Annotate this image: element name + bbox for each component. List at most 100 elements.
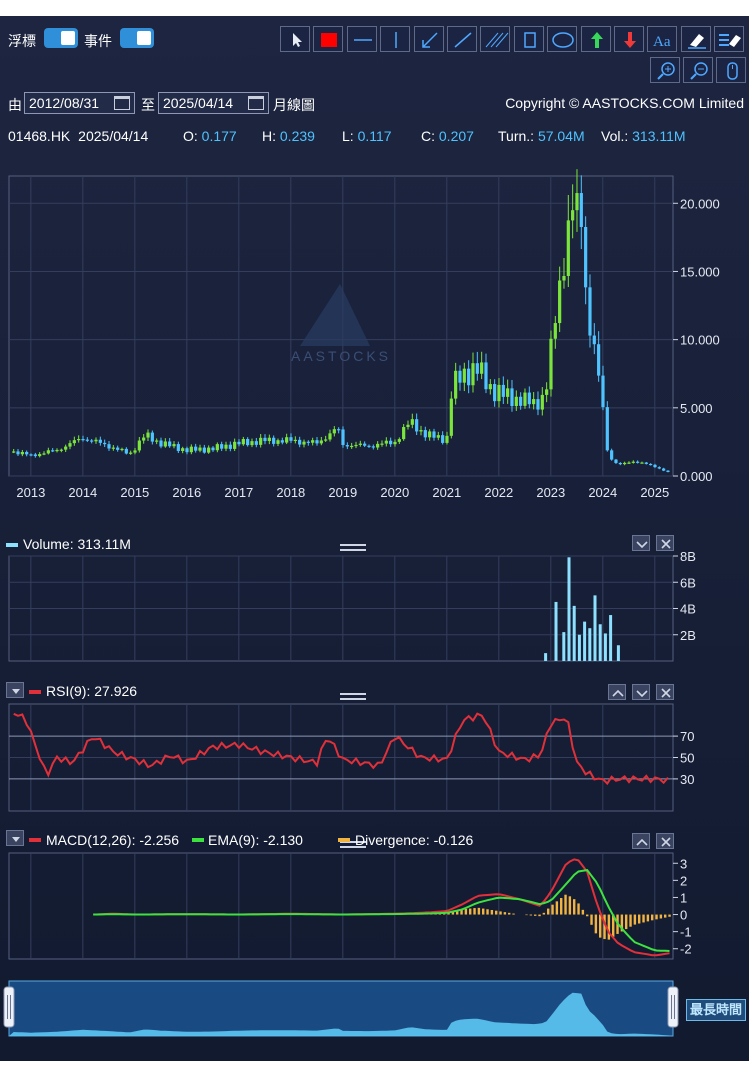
candle-up	[46, 450, 50, 454]
ellipse-tool-button[interactable]	[547, 26, 578, 52]
candle-up	[623, 462, 627, 465]
trend-line-tool-button[interactable]	[447, 26, 477, 52]
ema-legend: EMA(9): -2.130	[208, 832, 303, 848]
x-tick-label: 2017	[224, 485, 253, 500]
horizontal-line-icon	[353, 39, 372, 41]
candle-up	[406, 424, 410, 428]
vertical-line-tool-button[interactable]	[380, 26, 411, 52]
y-tick-label: 10.000	[680, 333, 720, 348]
candle-down	[107, 444, 111, 449]
y-tick-label: -1	[680, 925, 692, 940]
rectangle-tool-button[interactable]	[513, 26, 544, 52]
up-arrow-tool-button[interactable]	[580, 26, 611, 52]
candle-down	[272, 437, 276, 444]
mouse-icon	[727, 62, 738, 80]
to-date-input[interactable]: 2025/04/14	[158, 92, 269, 114]
candle-up	[155, 440, 159, 442]
zoom-out-tool-button[interactable]	[683, 57, 713, 83]
candle-up	[181, 448, 185, 451]
collapse-button[interactable]	[632, 684, 650, 700]
close-panel-button[interactable]	[656, 833, 674, 849]
mouse-tool-button[interactable]	[716, 57, 746, 83]
longest-period-button[interactable]: 最長時間	[686, 999, 746, 1021]
x-tick-label: 2015	[120, 485, 149, 500]
high-value: 0.239	[279, 128, 315, 144]
candle-up	[397, 439, 401, 442]
float-toggle[interactable]	[44, 28, 78, 48]
divergence-bar	[477, 907, 481, 915]
eraser-all-tool-button[interactable]	[714, 26, 745, 52]
divergence-bar	[633, 914, 637, 925]
rsi-menu-button[interactable]	[6, 682, 24, 698]
candle-down	[202, 447, 206, 453]
y-tick-label: 5.000	[680, 401, 713, 416]
volume-legend-swatch	[6, 543, 18, 547]
close-panel-button[interactable]	[656, 535, 674, 551]
candle-up	[215, 444, 219, 451]
candle-up	[553, 323, 557, 339]
macd-series-name: MACD(12,26)	[46, 832, 132, 848]
divergence-bar	[564, 894, 567, 915]
y-tick-label: 70	[680, 729, 694, 744]
horizontal-line-tool-button[interactable]	[346, 26, 377, 52]
candle-down	[441, 435, 445, 443]
calendar-icon[interactable]	[248, 96, 264, 110]
candle-down	[367, 445, 371, 447]
divergence-bar	[603, 914, 606, 940]
from-date-input[interactable]: 2012/08/31	[24, 92, 135, 114]
candle-up	[514, 396, 518, 407]
close-panel-button[interactable]	[656, 684, 674, 700]
down-arrow-tool-button[interactable]	[614, 26, 644, 52]
x-tick-label: 2016	[172, 485, 201, 500]
eraser-tool-button[interactable]	[680, 26, 711, 52]
candle-down	[280, 440, 284, 443]
candle-up	[311, 440, 315, 443]
high-label: H:	[262, 128, 276, 144]
volume-bar	[554, 601, 558, 661]
divergence-bar	[655, 914, 658, 920]
candle-up	[42, 453, 46, 455]
parallel-lines-tool-button[interactable]	[480, 26, 511, 52]
event-toggle[interactable]	[120, 28, 154, 48]
candle-up	[55, 449, 59, 452]
candle-up	[250, 441, 254, 446]
candle-down	[584, 227, 588, 288]
candle-down	[458, 370, 462, 383]
pointer-tool-button[interactable]	[280, 26, 310, 52]
quote-bar: 01468.HK 2025/04/14	[8, 128, 148, 144]
move-up-button[interactable]	[632, 833, 650, 849]
arrow-line-tool-button[interactable]	[413, 26, 444, 52]
divergence-bar	[547, 908, 550, 915]
collapse-button[interactable]	[632, 535, 650, 551]
divergence-bar	[456, 910, 459, 915]
eraser-icon	[687, 34, 706, 49]
event-label: 事件	[84, 33, 112, 49]
divergence-series-value: -0.126	[433, 832, 474, 848]
candle-up	[380, 443, 384, 445]
volume-bar	[609, 615, 613, 661]
calendar-icon[interactable]	[114, 96, 130, 110]
chart-app: 浮標 事件 Aa 由 2012/08/31 至 2025/04/14 月線圖 C…	[0, 16, 749, 1061]
x-tick-label: 2022	[484, 485, 513, 500]
move-up-button[interactable]	[608, 684, 626, 700]
macd-menu-button[interactable]	[6, 830, 24, 846]
zoom-in-tool-button[interactable]	[650, 57, 680, 83]
candle-up	[142, 437, 146, 441]
navigator-right-handle[interactable]	[667, 986, 679, 1028]
candle-up	[72, 440, 76, 444]
from-label: 由	[8, 97, 22, 113]
candle-down	[501, 384, 505, 397]
candle-down	[289, 437, 293, 441]
divergence-bar	[490, 909, 494, 915]
candle-up	[545, 389, 549, 395]
candle-up	[94, 439, 98, 442]
y-tick-label: 3	[680, 856, 687, 871]
navigator-left-handle[interactable]	[3, 986, 15, 1028]
color-swatch-tool-button[interactable]	[313, 26, 344, 52]
text-tool-button[interactable]: Aa	[647, 26, 678, 52]
macd-panel-frame	[8, 852, 674, 960]
candle-up	[38, 454, 42, 457]
period-label[interactable]: 月線圖	[273, 97, 315, 113]
candle-up	[497, 384, 501, 402]
